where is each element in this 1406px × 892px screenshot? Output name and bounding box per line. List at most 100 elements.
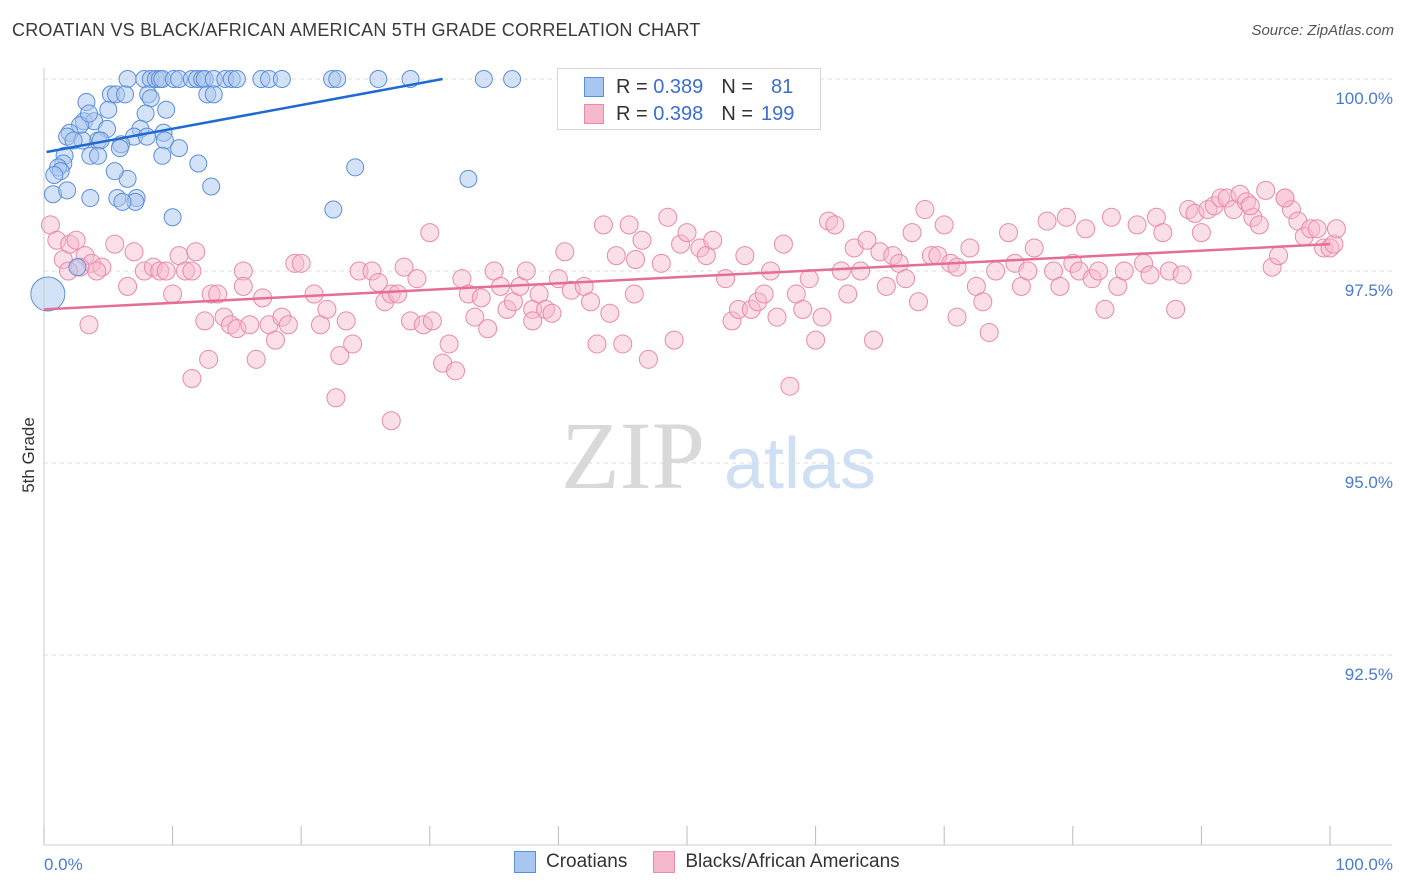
data-point-croatians: [58, 181, 77, 200]
data-point-blacks: [671, 234, 691, 254]
data-point-blacks: [806, 330, 826, 350]
data-point-croatians: [113, 192, 132, 211]
data-point-blacks: [754, 284, 774, 304]
data-point-blacks: [336, 311, 356, 331]
data-point-croatians: [170, 139, 189, 158]
data-point-blacks: [722, 311, 742, 331]
chart-title: CROATIAN VS BLACK/AFRICAN AMERICAN 5TH G…: [12, 20, 701, 40]
data-point-blacks: [516, 261, 536, 281]
data-point-blacks: [478, 319, 498, 339]
data-point-croatians: [369, 70, 388, 88]
data-point-blacks: [1243, 207, 1263, 227]
data-point-blacks: [876, 276, 896, 296]
data-point-blacks: [1082, 269, 1102, 289]
data-point-blacks: [638, 349, 658, 369]
x-tick-label: 0.0%: [44, 855, 83, 874]
data-point-croatians: [81, 189, 100, 208]
data-point-blacks: [1326, 219, 1346, 239]
data-point-blacks: [208, 284, 228, 304]
data-point-blacks: [870, 242, 890, 262]
data-point-blacks: [1240, 196, 1260, 216]
data-point-blacks: [439, 334, 459, 354]
data-point-croatians: [105, 162, 124, 181]
data-point-blacks: [780, 376, 800, 396]
data-point-blacks: [902, 223, 922, 243]
data-point-blacks: [812, 307, 832, 327]
axis-labels: 100.0% 97.5% 95.0% 92.5% 0.0% 100.0% 5th Grade: [19, 89, 1393, 874]
data-point-blacks: [388, 284, 408, 304]
legend-swatch-blacks: [584, 104, 604, 124]
data-point-croatians: [141, 89, 160, 108]
x-tick-label: 100.0%: [1335, 855, 1393, 874]
legend-row-blacks: R = 0.398 N = 199: [616, 102, 794, 126]
data-point-croatians: [136, 104, 155, 123]
data-point-blacks: [1037, 211, 1057, 231]
data-point-blacks: [1211, 188, 1231, 208]
data-point-blacks: [593, 215, 613, 235]
data-point-blacks: [1114, 261, 1134, 281]
data-point-blacks: [214, 307, 234, 327]
data-point-croatians: [474, 70, 493, 88]
watermark-zip: ZIP: [561, 402, 705, 509]
data-point-blacks: [1249, 215, 1269, 235]
data-point-blacks: [651, 253, 671, 273]
data-point-blacks: [1153, 223, 1173, 243]
data-point-blacks: [285, 253, 305, 273]
data-point-blacks: [851, 261, 871, 281]
data-point-croatians: [346, 158, 365, 177]
data-point-blacks: [182, 369, 202, 389]
data-point-blacks: [1185, 203, 1205, 223]
data-point-blacks: [947, 257, 967, 277]
data-point-blacks: [1281, 200, 1301, 220]
data-point-blacks: [999, 223, 1018, 243]
y-axis-title: 5th Grade: [19, 417, 38, 493]
bottom-legend: Croatians Blacks/African Americans: [514, 851, 900, 873]
data-point-blacks: [407, 269, 427, 289]
data-point-croatians: [116, 85, 135, 104]
data-point-blacks: [422, 311, 442, 331]
data-point-blacks: [240, 315, 260, 335]
data-point-blacks: [799, 269, 819, 289]
data-point-croatians: [45, 166, 64, 184]
data-point-blacks: [227, 319, 247, 339]
legend-r-value: 0.389: [653, 75, 704, 98]
data-point-croatians: [68, 258, 87, 277]
data-point-blacks: [1269, 246, 1289, 266]
data-point-blacks: [793, 299, 813, 319]
data-point-blacks: [394, 257, 414, 277]
data-point-croatians: [503, 70, 522, 88]
data-point-croatians: [99, 100, 118, 119]
series-blacks-points: [40, 180, 1346, 431]
data-point-blacks: [465, 307, 485, 327]
legend-r-label: R =: [616, 102, 648, 125]
data-point-blacks: [773, 234, 793, 254]
data-point-blacks: [1217, 188, 1237, 208]
data-point-blacks: [863, 330, 883, 350]
data-point-blacks: [1159, 261, 1179, 281]
trend-lines: [43, 77, 1331, 311]
data-point-blacks: [199, 349, 219, 369]
watermark-atlas: atlas: [724, 424, 876, 504]
y-tick-label: 100.0%: [1335, 89, 1393, 108]
data-point-croatians: [189, 154, 208, 173]
bottom-legend-swatch-croatians: [514, 851, 536, 873]
data-point-croatians: [64, 131, 83, 150]
data-point-blacks: [156, 261, 176, 281]
data-point-blacks: [420, 223, 440, 243]
data-point-blacks: [246, 349, 266, 369]
data-point-blacks: [857, 230, 877, 250]
data-point-blacks: [1018, 261, 1038, 281]
data-point-blacks: [896, 269, 916, 289]
data-point-blacks: [624, 284, 644, 304]
data-point-blacks: [458, 284, 478, 304]
data-point-blacks: [1050, 276, 1070, 296]
data-point-blacks: [1095, 299, 1115, 319]
data-point-blacks: [658, 207, 678, 227]
data-point-blacks: [381, 411, 401, 431]
data-point-blacks: [561, 280, 581, 300]
data-point-croatians: [137, 127, 156, 146]
data-point-blacks: [677, 223, 697, 243]
trend-line-blacks: [43, 242, 1331, 311]
data-point-blacks: [446, 361, 466, 381]
data-point-croatians: [459, 169, 478, 188]
